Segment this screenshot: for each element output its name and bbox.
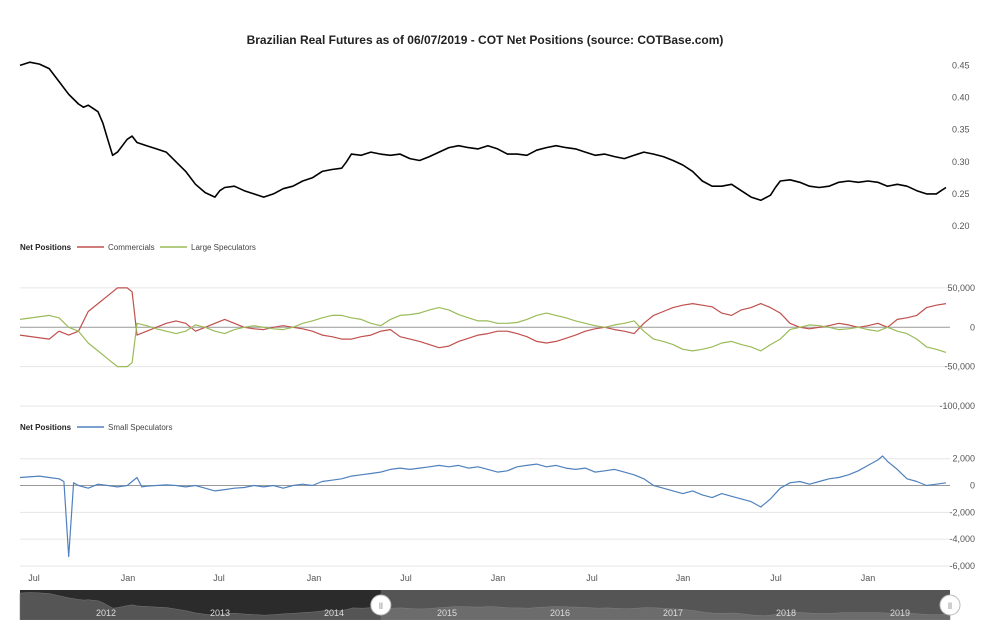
series-line-small-speculators: [19, 455, 947, 558]
legend-label-commercials[interactable]: Commercials: [108, 243, 155, 252]
x-tick-label: Jan: [861, 573, 876, 583]
navigator-year-2015: 2015: [437, 608, 457, 618]
y-tick-label: 0.30: [952, 157, 970, 167]
legend-label-large-speculators[interactable]: Large Speculators: [191, 243, 256, 252]
navigator-year-2013: 2013: [210, 608, 230, 618]
navigator-year-2018: 2018: [776, 608, 796, 618]
y-tick-label: 0.35: [952, 125, 970, 135]
x-tick-label: Jul: [213, 573, 225, 583]
navigator-year-2016: 2016: [550, 608, 570, 618]
navigator-handle-grip-icon: ll: [379, 601, 383, 611]
navigator-selected-range[interactable]: [380, 590, 951, 620]
y-tick-label: 0.20: [952, 221, 970, 231]
range-navigator[interactable]: 2012 2013 2014 2015 2016 2017 2018 2019 ll ll: [19, 590, 961, 620]
legend-label-small-speculators[interactable]: Small Speculators: [108, 423, 172, 432]
navigator-handle-right[interactable]: ll: [939, 594, 961, 616]
navigator-handles[interactable]: ll ll: [370, 594, 961, 616]
x-tick-label: Jul: [400, 573, 412, 583]
series-line-price: [19, 61, 947, 202]
navigator-handle-knob[interactable]: [370, 594, 392, 616]
navigator-year-2014: 2014: [324, 608, 344, 618]
y-tick-label: 2,000: [952, 454, 975, 464]
net-positions-panel-1: 50,000 0 -50,000 -100,000: [19, 283, 975, 411]
y-tick-label: -4,000: [949, 534, 975, 544]
navigator-year-2017: 2017: [663, 608, 683, 618]
y-tick-label: -100,000: [939, 401, 975, 411]
legend-net-positions-2: Net Positions Small Speculators: [20, 423, 172, 432]
legend-title: Net Positions: [20, 243, 72, 252]
navigator-year-2012: 2012: [96, 608, 116, 618]
series-line-large-speculators: [19, 307, 947, 368]
y-tick-label: 50,000: [947, 283, 975, 293]
series-line-commercials: [19, 287, 947, 349]
y-tick-label: 0: [970, 322, 975, 332]
y-tick-label: 0.25: [952, 189, 970, 199]
navigator-series-area: [19, 592, 951, 620]
x-tick-label: Jul: [28, 573, 40, 583]
navigator-handle-knob[interactable]: [939, 594, 961, 616]
y-tick-label: -6,000: [949, 561, 975, 571]
legend-net-positions-1: Net Positions Commercials Large Speculat…: [20, 243, 256, 252]
navigator-handle-grip-icon: ll: [948, 601, 952, 611]
navigator-handle-left[interactable]: ll: [370, 594, 392, 616]
navigator-year-labels: 2012 2013 2014 2015 2016 2017 2018 2019: [96, 608, 910, 618]
y-tick-label: 0.45: [952, 60, 970, 70]
x-tick-label: Jan: [676, 573, 691, 583]
x-axis: Jul Jan Jul Jan Jul Jan Jul Jan Jul Jan: [28, 573, 875, 583]
navigator-year-2019: 2019: [890, 608, 910, 618]
x-tick-label: Jan: [307, 573, 322, 583]
price-panel: 0.45 0.40 0.35 0.30 0.25 0.20: [19, 60, 970, 231]
x-tick-label: Jan: [121, 573, 136, 583]
x-tick-label: Jan: [491, 573, 506, 583]
y-tick-label: 0.40: [952, 93, 970, 103]
y-tick-label: -2,000: [949, 507, 975, 517]
y-tick-label: 0: [970, 481, 975, 491]
net-positions-panel-2: 2,000 0 -2,000 -4,000 -6,000: [19, 454, 975, 571]
chart-title: Brazilian Real Futures as of 06/07/2019 …: [247, 33, 724, 47]
x-tick-label: Jul: [586, 573, 598, 583]
x-tick-label: Jul: [770, 573, 782, 583]
y-tick-label: -50,000: [944, 362, 975, 372]
legend-title: Net Positions: [20, 423, 72, 432]
